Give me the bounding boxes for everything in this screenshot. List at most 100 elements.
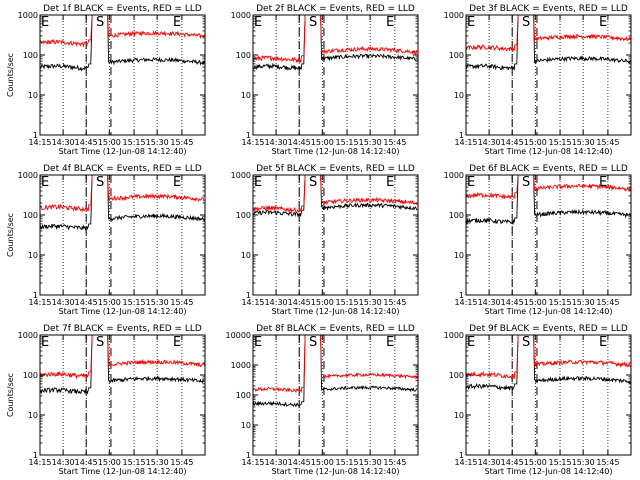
plot-frame <box>252 14 419 136</box>
series-events <box>253 15 418 72</box>
x-axis-label: Start Time (12-Jun-08 14:12:40) <box>272 147 400 156</box>
y-tick-label: 10 <box>454 251 464 260</box>
series-lld <box>253 15 418 64</box>
x-tick-label: 15:15 <box>549 298 572 307</box>
x-tick-label: 15:00 <box>524 138 547 147</box>
x-tick-label: 14:30 <box>52 138 75 147</box>
marker-s: S <box>96 335 104 350</box>
x-tick-label: 15:30 <box>359 458 382 467</box>
x-tick-label: 15:45 <box>170 298 193 307</box>
x-tick-label: 15:15 <box>549 458 572 467</box>
panel-4: Det 4f BLACK = Events, RED = LLD 1 10 100 10… <box>6 164 206 316</box>
marker-e: E <box>254 175 262 190</box>
x-tick-label: 14:15 <box>28 458 51 467</box>
x-tick-label: 15:15 <box>123 458 146 467</box>
y-tick-label: 100 <box>23 371 38 380</box>
y-tick-label: 10 <box>241 251 251 260</box>
x-tick-label: 15:30 <box>146 458 169 467</box>
x-axis-label: Start Time (12-Jun-08 14:12:40) <box>485 147 613 156</box>
x-tick-label: 15:15 <box>549 138 572 147</box>
series-events <box>466 175 631 225</box>
plot-frame <box>39 174 206 296</box>
y-tick-label: 1 <box>459 131 464 140</box>
x-tick-label: 15:45 <box>596 298 619 307</box>
x-tick-label: 15:30 <box>572 138 595 147</box>
x-tick-label: 14:15 <box>28 138 51 147</box>
marker-s: S <box>96 175 104 190</box>
y-tick-label: 100 <box>23 211 38 220</box>
panel-7: Det 7f BLACK = Events, RED = LLD 1 10 100 10… <box>6 324 206 476</box>
x-tick-label: 15:00 <box>524 298 547 307</box>
x-tick-label: 15:00 <box>311 298 334 307</box>
x-tick-label: 14:15 <box>454 138 477 147</box>
plot-frame <box>252 174 419 296</box>
panel-8: Det 8f BLACK = Events, RED = LLD 1 10 100 10… <box>226 324 419 476</box>
x-tick-label: 14:45 <box>288 298 311 307</box>
panel-title: Det 4f BLACK = Events, RED = LLD <box>43 164 202 174</box>
panel-9: Det 9f BLACK = Events, RED = LLD 1 10 100 10… <box>444 324 632 476</box>
x-tick-label: 15:00 <box>311 458 334 467</box>
x-tick-label: 15:15 <box>336 458 359 467</box>
plot-frame <box>465 14 632 136</box>
x-axis-label: Start Time (12-Jun-08 14:12:40) <box>59 467 187 476</box>
plot-frame <box>465 334 632 456</box>
marker-e: E <box>173 335 181 350</box>
marker-s: S <box>309 175 317 190</box>
marker-s: S <box>309 335 317 350</box>
panel-6: Det 6f BLACK = Events, RED = LLD 1 10 100 10… <box>444 164 632 316</box>
x-axis-label: Start Time (12-Jun-08 14:12:40) <box>272 307 400 316</box>
x-tick-label: 14:45 <box>288 138 311 147</box>
x-tick-label: 14:45 <box>75 298 98 307</box>
y-tick-label: 100 <box>236 391 251 400</box>
x-tick-label: 15:15 <box>336 298 359 307</box>
x-tick-label: 15:00 <box>311 138 334 147</box>
marker-e: E <box>41 15 49 30</box>
y-tick-label: 1000 <box>444 331 464 340</box>
x-tick-label: 14:45 <box>501 138 524 147</box>
x-tick-label: 15:15 <box>123 138 146 147</box>
x-tick-label: 14:30 <box>265 458 288 467</box>
y-tick-label: 100 <box>449 211 464 220</box>
x-tick-label: 15:15 <box>123 298 146 307</box>
panel-title: Det 3f BLACK = Events, RED = LLD <box>469 4 628 14</box>
x-axis-label: Start Time (12-Jun-08 14:12:40) <box>485 467 613 476</box>
x-tick-label: 14:45 <box>75 458 98 467</box>
y-tick-label: 1 <box>33 451 38 460</box>
y-tick-label: 10 <box>241 91 251 100</box>
panel-5: Det 5f BLACK = Events, RED = LLD 1 10 100 10… <box>231 164 419 316</box>
x-tick-label: 15:45 <box>170 138 193 147</box>
panel-title: Det 9f BLACK = Events, RED = LLD <box>469 324 628 334</box>
y-tick-label: 1 <box>246 451 251 460</box>
x-axis-label: Start Time (12-Jun-08 14:12:40) <box>59 307 187 316</box>
plot-frame <box>252 334 419 456</box>
marker-e: E <box>599 175 607 190</box>
marker-e: E <box>467 335 475 350</box>
panel-title: Det 8f BLACK = Events, RED = LLD <box>256 324 415 334</box>
y-tick-label: 100 <box>449 371 464 380</box>
panel-title: Det 6f BLACK = Events, RED = LLD <box>469 164 628 174</box>
y-tick-label: 1 <box>246 131 251 140</box>
x-tick-label: 15:45 <box>170 458 193 467</box>
y-tick-label: 1 <box>459 291 464 300</box>
marker-s: S <box>522 335 530 350</box>
series-events <box>253 335 418 408</box>
y-tick-label: 1000 <box>444 11 464 20</box>
y-tick-label: 1000 <box>18 331 38 340</box>
y-tick-label: 10000 <box>226 331 251 340</box>
x-tick-label: 14:15 <box>241 458 264 467</box>
panel-1: Det 1f BLACK = Events, RED = LLD 1 10 100 10… <box>6 4 206 156</box>
marker-e: E <box>254 15 262 30</box>
marker-e: E <box>599 335 607 350</box>
y-tick-label: 10 <box>28 91 38 100</box>
marker-e: E <box>386 175 394 190</box>
x-tick-label: 15:00 <box>524 458 547 467</box>
series-events <box>40 15 205 72</box>
x-tick-label: 14:30 <box>265 298 288 307</box>
x-tick-label: 15:30 <box>146 298 169 307</box>
marker-s: S <box>96 15 104 30</box>
y-tick-label: 10 <box>241 421 251 430</box>
marker-s: S <box>522 175 530 190</box>
series-lld <box>466 335 631 380</box>
panel-title: Det 1f BLACK = Events, RED = LLD <box>43 4 202 14</box>
series-events <box>466 335 631 391</box>
